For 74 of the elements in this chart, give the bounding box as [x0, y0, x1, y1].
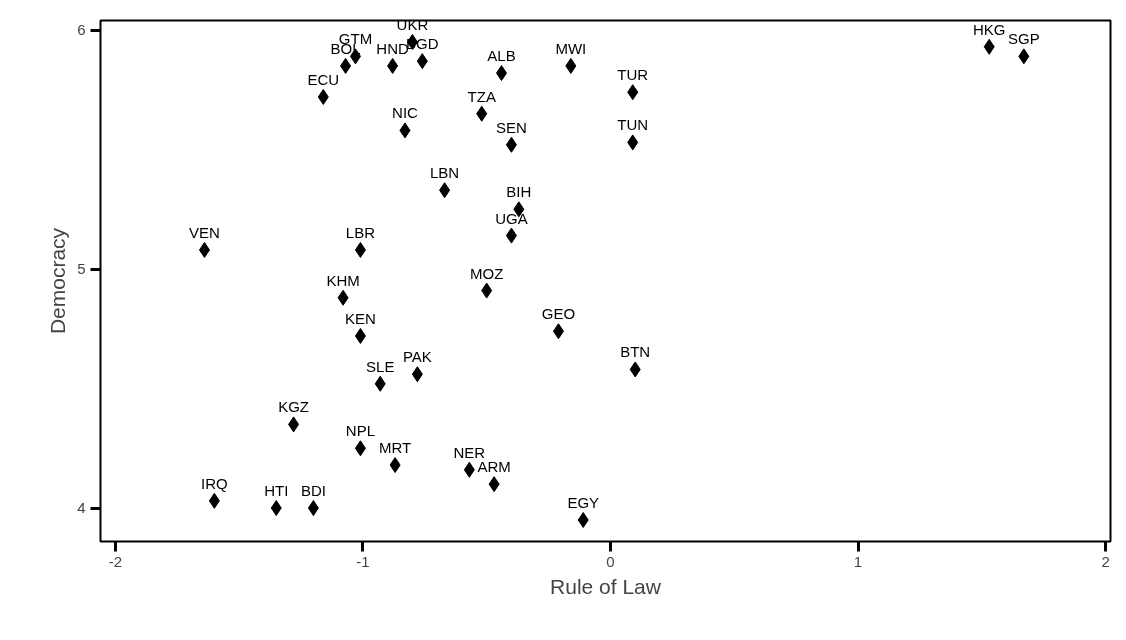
point: [354, 440, 366, 457]
point: [627, 134, 639, 151]
point: [488, 476, 500, 493]
annotation: TUR: [617, 66, 649, 84]
point: [505, 136, 517, 153]
point: [307, 500, 319, 517]
annotation: MOZ: [470, 264, 504, 282]
annotation: MRT: [378, 439, 412, 457]
annotation: SGP: [1008, 30, 1040, 48]
point: [389, 457, 401, 474]
x-tick-label: -2: [108, 552, 123, 570]
x-tick-label: 0: [606, 552, 615, 570]
annotation: MWI: [555, 39, 587, 57]
annotation: GEO: [541, 305, 576, 323]
annotation: NPL: [345, 422, 376, 440]
annotation: BDI: [300, 482, 326, 500]
annotation: HKG: [972, 20, 1006, 38]
point: [463, 461, 475, 478]
annotation: KGZ: [278, 398, 310, 416]
point: [387, 57, 399, 74]
point: [481, 282, 493, 299]
point: [198, 241, 210, 258]
annotation: TUN: [617, 116, 649, 134]
point: [983, 38, 995, 55]
annotation: TZA: [467, 87, 496, 105]
annotation: UGA: [495, 209, 528, 227]
point: [411, 366, 423, 383]
point: [627, 84, 639, 101]
point: [354, 327, 366, 344]
point: [340, 57, 352, 74]
annotation: EGY: [567, 493, 600, 511]
annotation: NIC: [392, 104, 419, 122]
annotation: KEN: [345, 309, 376, 327]
point: [317, 88, 329, 105]
annotation: KHM: [326, 271, 360, 289]
annotation: NER: [453, 443, 486, 461]
annotation: BIH: [506, 183, 532, 201]
annotation: HTI: [264, 482, 289, 500]
point: [577, 511, 589, 528]
point: [439, 182, 451, 199]
y-tick-label: 5: [77, 260, 86, 278]
annotation: SEN: [496, 118, 527, 136]
point: [208, 492, 220, 509]
point: [505, 227, 517, 244]
x-tick-label: 2: [1101, 552, 1110, 570]
annotation: PAK: [402, 348, 432, 366]
point: [552, 323, 564, 340]
point: [337, 289, 349, 306]
x-tick-label: -1: [356, 552, 370, 570]
point: [288, 416, 300, 433]
point: [354, 241, 366, 258]
x-axis-title: Rule of Law: [550, 574, 662, 598]
annotation: SLE: [366, 357, 395, 375]
point: [270, 500, 282, 517]
point: [1018, 48, 1030, 65]
x-tick-label: 1: [853, 552, 863, 570]
point: [374, 375, 386, 392]
annotation: LBR: [345, 223, 376, 241]
point: [399, 122, 411, 139]
point: [476, 105, 488, 122]
annotation: ECU: [307, 70, 340, 88]
point: [416, 53, 428, 70]
annotation: BTN: [620, 343, 651, 361]
y-axis-title: Democracy: [46, 227, 70, 335]
point: [629, 361, 641, 378]
annotation: VEN: [189, 223, 220, 241]
annotation: ALB: [487, 47, 516, 65]
point: [496, 65, 508, 82]
y-tick-label: 6: [77, 21, 86, 39]
annotation: ARM: [477, 458, 511, 476]
y-tick-label: 4: [77, 499, 86, 517]
annotation: LBN: [430, 164, 460, 182]
point: [565, 57, 577, 74]
annotation: IRQ: [201, 474, 228, 492]
